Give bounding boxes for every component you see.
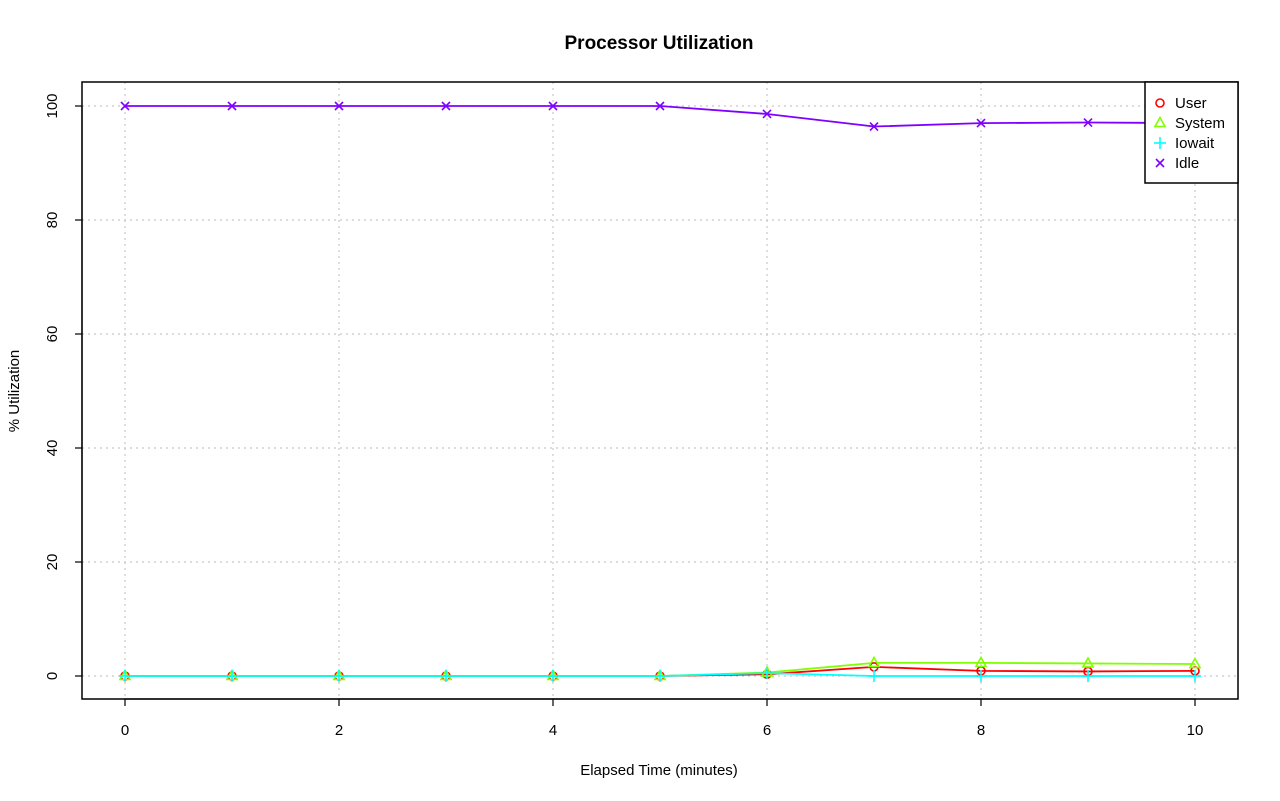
x-tick-label: 0 <box>121 722 129 739</box>
data-point-iowait <box>1189 670 1201 682</box>
data-point-iowait <box>1082 670 1094 682</box>
legend: User System Iowait Idle <box>1144 81 1239 184</box>
legend-label-idle: Idle <box>1175 155 1199 172</box>
legend-marker-idle <box>1155 158 1165 168</box>
data-point-idle <box>869 121 879 132</box>
series-line-idle <box>125 105 1196 128</box>
data-point-system <box>1188 656 1202 669</box>
data-point-iowait <box>547 670 559 682</box>
data-point-idle <box>120 101 130 111</box>
y-tick-label: 80 <box>44 212 61 229</box>
data-point-idle <box>441 101 451 111</box>
x-tick-label: 4 <box>549 722 557 739</box>
data-point-system <box>974 655 988 668</box>
data-point-iowait <box>654 670 666 682</box>
legend-label-system: System <box>1175 115 1225 132</box>
y-tick-label: 40 <box>44 440 61 457</box>
y-tick-label: 100 <box>44 93 61 118</box>
legend-marker-user <box>1155 98 1165 108</box>
x-tick-label: 10 <box>1187 722 1204 739</box>
data-point-idle <box>1083 117 1093 128</box>
series-lines <box>125 105 1196 677</box>
data-point-iowait <box>440 670 452 682</box>
data-point-iowait <box>868 670 880 682</box>
y-axis-label: % Utilization <box>6 350 23 433</box>
grid-lines <box>82 82 1238 699</box>
data-point-idle <box>655 101 665 111</box>
legend-marker-system <box>1153 115 1167 128</box>
data-point-system <box>867 655 881 668</box>
data-point-idle <box>227 101 237 111</box>
legend-label-iowait: Iowait <box>1175 135 1215 152</box>
y-tick-label: 20 <box>44 554 61 571</box>
legend-label-user: User <box>1175 95 1207 112</box>
data-point-iowait <box>119 670 131 682</box>
data-point-system <box>1081 656 1095 668</box>
data-point-idle <box>548 101 558 111</box>
series-points <box>118 101 1202 682</box>
data-point-iowait <box>761 667 773 680</box>
chart-title: Processor Utilization <box>565 33 754 54</box>
y-tick-label: 60 <box>44 326 61 343</box>
x-tick-label: 8 <box>977 722 985 739</box>
x-tick-label: 6 <box>763 722 771 739</box>
data-point-iowait <box>333 670 345 682</box>
data-point-iowait <box>975 670 987 682</box>
data-point-idle <box>976 118 986 128</box>
data-point-iowait <box>226 670 238 682</box>
x-tick-label: 2 <box>335 722 343 739</box>
data-point-idle <box>334 101 344 111</box>
plot-frame <box>81 81 1239 700</box>
x-axis-label: Elapsed Time (minutes) <box>580 762 738 779</box>
data-point-idle <box>762 109 772 119</box>
y-tick-label: 0 <box>44 672 61 680</box>
legend-marker-iowait <box>1154 137 1166 149</box>
